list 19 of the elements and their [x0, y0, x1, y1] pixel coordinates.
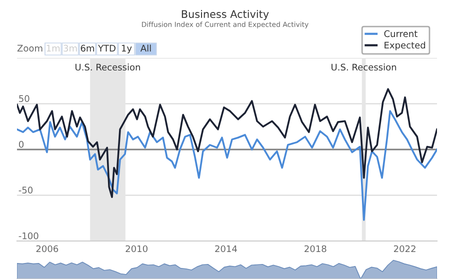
- text: YTD: [98, 44, 116, 52]
- y-tick-label: 0: [18, 140, 24, 148]
- y-tick-label: -100: [18, 232, 38, 240]
- legend-label: Expected: [384, 42, 426, 50]
- x-tick-label: 2014: [215, 245, 237, 252]
- text: 1y: [122, 44, 132, 54]
- text: 6m: [80, 44, 94, 52]
- x-tick-label: 2022: [394, 245, 416, 252]
- chart-title: Business Activity: [182, 10, 269, 20]
- band-label: U.S. Recession: [332, 64, 396, 71]
- x-tick-label: 2006: [36, 245, 58, 252]
- legend-label: Current: [384, 30, 418, 38]
- x-tick-label: 2010: [126, 245, 148, 252]
- x-tick-label: 2018: [304, 245, 326, 252]
- text: All: [140, 44, 151, 52]
- band-label: U.S. Recession: [76, 64, 140, 71]
- text: Zoom: [17, 44, 42, 52]
- y-tick-label: -50: [18, 186, 33, 194]
- y-tick-label: 50: [19, 95, 30, 102]
